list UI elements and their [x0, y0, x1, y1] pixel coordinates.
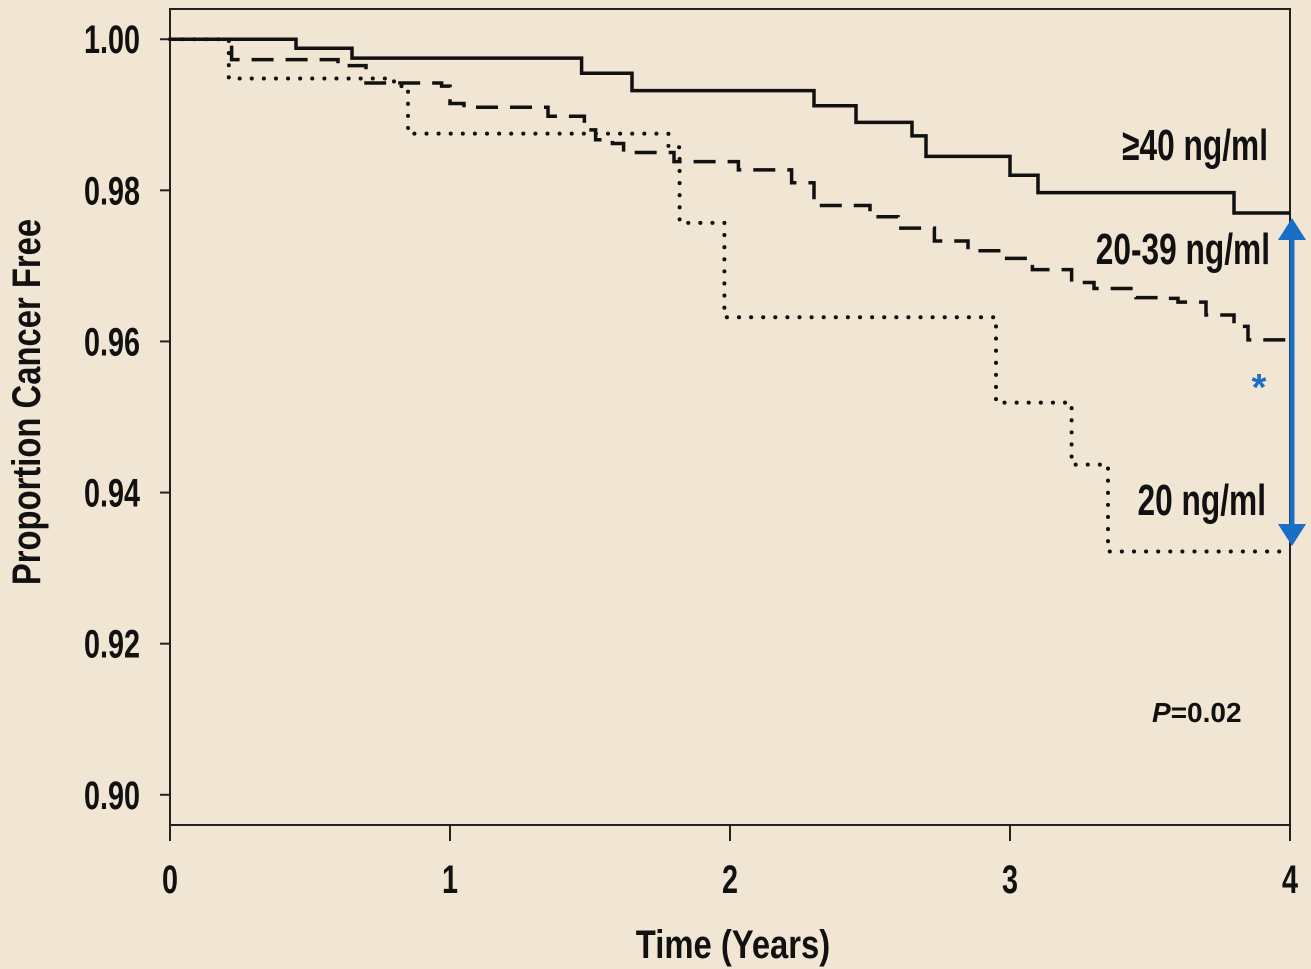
x-axis-title: Time (Years) — [636, 922, 830, 967]
x-tick-label: 1 — [442, 857, 458, 902]
series-label-20: 20 ng/ml — [1138, 476, 1266, 525]
x-tick-label: 0 — [162, 857, 178, 902]
y-axis: 0.90 0.92 0.94 0.96 0.98 1.00 — [84, 18, 170, 818]
x-axis: 0 1 2 3 4 — [162, 825, 1299, 902]
x-tick-label: 4 — [1282, 857, 1299, 902]
significance-asterisk: * — [1252, 367, 1267, 409]
x-tick-label: 2 — [722, 857, 738, 902]
y-tick-label: 0.96 — [84, 320, 140, 365]
arrow-head-up — [1278, 218, 1306, 240]
series-20-line — [168, 37, 1292, 554]
series-layer — [168, 37, 1292, 554]
p-value-number: =0.02 — [1171, 697, 1242, 728]
series-label-20-39: 20-39 ng/ml — [1096, 225, 1270, 274]
p-value: P=0.02 — [1152, 697, 1242, 728]
y-tick-label: 0.90 — [84, 773, 140, 818]
p-value-letter: P — [1152, 697, 1171, 728]
difference-arrow — [1278, 218, 1306, 546]
y-tick-label: 0.92 — [84, 622, 140, 667]
y-tick-label: 0.98 — [84, 169, 140, 214]
series-label-ge40: ≥40 ng/ml — [1122, 121, 1268, 170]
y-axis-title: Proportion Cancer Free — [4, 219, 49, 585]
x-tick-label: 3 — [1002, 857, 1018, 902]
series-ge40-line — [170, 37, 1290, 215]
series-20-39-line — [170, 37, 1290, 342]
y-tick-label: 1.00 — [84, 18, 140, 63]
arrow-head-down — [1278, 524, 1306, 546]
y-tick-label: 0.94 — [84, 471, 141, 516]
